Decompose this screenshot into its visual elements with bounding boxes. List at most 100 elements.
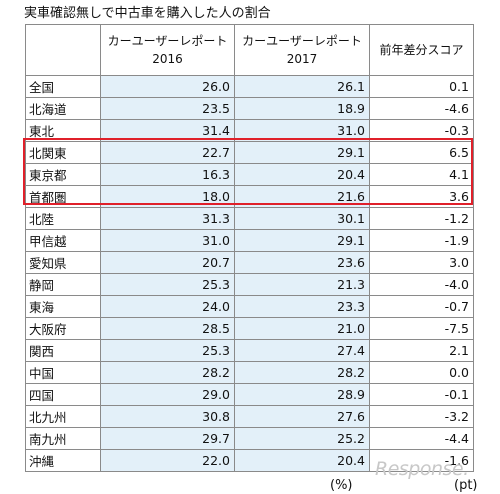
value-2016-cell: 31.4 — [100, 119, 235, 142]
response-watermark: Response. — [375, 458, 469, 480]
value-2017-cell: 25.2 — [234, 427, 370, 450]
table-row: -0.3 — [369, 119, 474, 142]
diff-cell: -4.6 — [369, 97, 474, 120]
region-cell: 東北 — [25, 119, 101, 142]
value-2016-cell: 24.0 — [100, 295, 235, 318]
region-cell: 東京都 — [25, 163, 101, 186]
value-2017-cell: 27.4 — [234, 339, 370, 362]
diff-cell: -0.7 — [369, 295, 474, 318]
table-row: 北関東 22.7 29.1 — [25, 141, 370, 164]
value-2017-cell: 28.9 — [234, 383, 370, 406]
value-2017-cell: 21.0 — [234, 317, 370, 340]
point-unit: (pt) — [454, 478, 478, 493]
value-2016-cell: 16.3 — [100, 163, 235, 186]
header-2017: カーユーザーレポート 2017 — [234, 24, 370, 76]
table-row: -0.1 — [369, 383, 474, 406]
table-row: 首都圏 18.0 21.6 — [25, 185, 370, 208]
header-diff: 前年差分スコア — [369, 24, 474, 76]
diff-cell: -3.2 — [369, 405, 474, 428]
table-row: -3.2 — [369, 405, 474, 428]
value-2017-cell: 20.4 — [234, 449, 370, 472]
region-cell: 愛知県 — [25, 251, 101, 274]
value-2017-cell: 31.0 — [234, 119, 370, 142]
value-2017-cell: 20.4 — [234, 163, 370, 186]
table-row: 6.5 — [369, 141, 474, 164]
region-cell: 静岡 — [25, 273, 101, 296]
value-2017-cell: 21.6 — [234, 185, 370, 208]
value-2016-cell: 22.7 — [100, 141, 235, 164]
diff-cell: 3.6 — [369, 185, 474, 208]
main-table: カーユーザーレポート 2016 カーユーザーレポート 2017 全国 26.0 26… — [25, 24, 370, 472]
value-2016-cell: 28.5 — [100, 317, 235, 340]
table-row: 東京都 16.3 20.4 — [25, 163, 370, 186]
diff-table: 前年差分スコア 0.1 -4.6 -0.3 6.5 4.1 3.6 -1.2 -1.9 3.0-… — [369, 24, 474, 472]
value-2016-cell: 20.7 — [100, 251, 235, 274]
table-row: 中国 28.2 28.2 — [25, 361, 370, 384]
value-2016-cell: 31.0 — [100, 229, 235, 252]
diff-cell: -0.3 — [369, 119, 474, 142]
table-row: 四国 29.0 28.9 — [25, 383, 370, 406]
diff-cell: -4.0 — [369, 273, 474, 296]
table-row: -0.7 — [369, 295, 474, 318]
value-2017-cell: 21.3 — [234, 273, 370, 296]
value-2016-cell: 29.7 — [100, 427, 235, 450]
value-2016-cell: 23.5 — [100, 97, 235, 120]
value-2017-cell: 26.1 — [234, 75, 370, 98]
table-row: 大阪府 28.5 21.0 — [25, 317, 370, 340]
table-row: 北海道 23.5 18.9 — [25, 97, 370, 120]
header-2017-label: カーユーザーレポート 2017 — [242, 34, 362, 66]
value-2016-cell: 31.3 — [100, 207, 235, 230]
table-row: -1.6 — [369, 449, 474, 472]
diff-cell: -1.6 — [369, 449, 474, 472]
percent-unit: (%) — [330, 478, 353, 493]
value-2016-cell: 25.3 — [100, 339, 235, 362]
table-row: 南九州 29.7 25.2 — [25, 427, 370, 450]
table-row: 4.1 — [369, 163, 474, 186]
region-cell: 北九州 — [25, 405, 101, 428]
table-row: 沖縄 22.0 20.4 — [25, 449, 370, 472]
region-cell: 南九州 — [25, 427, 101, 450]
diff-cell: 0.1 — [369, 75, 474, 98]
table-row: -4.6 — [369, 97, 474, 120]
diff-cell: -4.4 — [369, 427, 474, 450]
table-row: 0.1 — [369, 75, 474, 98]
table-row: -1.9 — [369, 229, 474, 252]
diff-cell: -1.9 — [369, 229, 474, 252]
value-2017-cell: 27.6 — [234, 405, 370, 428]
table-row: 東海 24.0 23.3 — [25, 295, 370, 318]
table-row: -1.2 — [369, 207, 474, 230]
value-2016-cell: 29.0 — [100, 383, 235, 406]
value-2017-cell: 30.1 — [234, 207, 370, 230]
value-2017-cell: 28.2 — [234, 361, 370, 384]
table-row: 全国 26.0 26.1 — [25, 75, 370, 98]
region-cell: 北陸 — [25, 207, 101, 230]
value-2017-cell: 18.9 — [234, 97, 370, 120]
value-2017-cell: 29.1 — [234, 229, 370, 252]
table-row: 愛知県 20.7 23.6 — [25, 251, 370, 274]
value-2016-cell: 22.0 — [100, 449, 235, 472]
table-row: -4.0 — [369, 273, 474, 296]
value-2016-cell: 25.3 — [100, 273, 235, 296]
table-row: 3.6 — [369, 185, 474, 208]
value-2017-cell: 29.1 — [234, 141, 370, 164]
diff-cell: 0.0 — [369, 361, 474, 384]
header-2016-label: カーユーザーレポート 2016 — [107, 34, 228, 66]
header-2016: カーユーザーレポート 2016 — [100, 24, 235, 76]
table-row: 0.0 — [369, 361, 474, 384]
table-row: -4.4 — [369, 427, 474, 450]
table-row: 東北 31.4 31.0 — [25, 119, 370, 142]
value-2017-cell: 23.3 — [234, 295, 370, 318]
value-2016-cell: 26.0 — [100, 75, 235, 98]
region-cell: 関西 — [25, 339, 101, 362]
chart-title: 実車確認無しで中古車を購入した人の割合 — [24, 6, 271, 21]
diff-cell: 3.0 — [369, 251, 474, 274]
table-row: 2.1 — [369, 339, 474, 362]
diff-cell: -0.1 — [369, 383, 474, 406]
value-2016-cell: 18.0 — [100, 185, 235, 208]
region-cell: 沖縄 — [25, 449, 101, 472]
region-cell: 大阪府 — [25, 317, 101, 340]
table-row: 3.0 — [369, 251, 474, 274]
diff-cell: 4.1 — [369, 163, 474, 186]
table-row: 甲信越 31.0 29.1 — [25, 229, 370, 252]
table-row: 関西 25.3 27.4 — [25, 339, 370, 362]
